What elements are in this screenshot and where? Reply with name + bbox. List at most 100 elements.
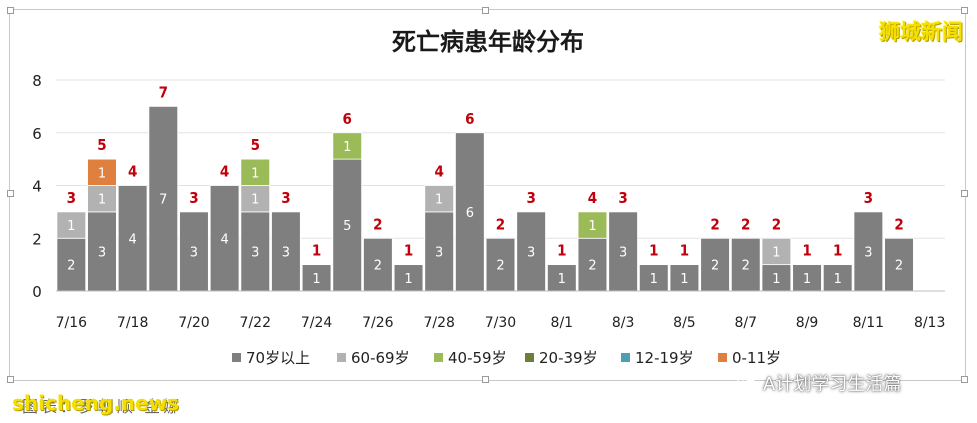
segment-value-label: 4: [128, 232, 136, 247]
labels: 2 1 3 3 1 1 5 4 4 7 7 3 3 4 4 3 1 1 5 3 3 1 1 5 1 6 2 2 1 1 3 1 4 6 6 2 2 3 3 1…: [67, 83, 904, 286]
wechat-icon: [737, 374, 758, 391]
bar-total-label: 1: [649, 242, 658, 260]
bar-total-label: 7: [159, 83, 168, 101]
legend-swatch: [434, 353, 443, 362]
segment-value-label: 2: [711, 259, 719, 274]
bar-segment: [56, 237, 87, 292]
segment-value-label: 1: [67, 219, 75, 234]
x-tick-label: 8/9: [796, 315, 819, 331]
x-tick-label: 7/28: [423, 315, 454, 331]
segment-value-label: 5: [343, 219, 351, 234]
bar-segment: [638, 264, 669, 292]
x-tick-label: 7/20: [178, 315, 209, 331]
bar-segment: [363, 237, 393, 292]
legend-swatch: [621, 353, 630, 362]
bar-total-label: 3: [526, 189, 535, 207]
bar-total-label: 1: [833, 242, 842, 260]
bar-segment: [87, 158, 117, 186]
bar-segment: [577, 211, 608, 239]
bar-segment: [792, 264, 822, 292]
bar-total-label: 6: [343, 110, 352, 128]
chart-caption: 图表：罗朝顺·金娜: [22, 397, 183, 416]
resize-handle-left[interactable]: [7, 190, 14, 197]
legend: 70岁以上 60-69岁 40-59岁 20-39岁 12-19岁 0-11岁: [232, 349, 781, 367]
x-tick-label: 7/24: [301, 315, 333, 331]
segment-value-label: 1: [558, 272, 566, 287]
segment-value-label: 1: [251, 193, 259, 208]
segment-value-label: 1: [650, 272, 658, 287]
segment-value-label: 1: [772, 272, 780, 287]
bar-segment: [87, 185, 117, 213]
bar-total-label: 3: [281, 189, 290, 207]
bar-total-label: 4: [588, 189, 597, 207]
x-tick-label: 7/18: [117, 315, 148, 331]
segment-value-label: 1: [803, 272, 811, 287]
segment-value-label: 1: [404, 272, 412, 287]
legend-swatch: [525, 353, 534, 362]
wechat-account-label: A计划学习生活篇: [763, 374, 902, 395]
legend-swatch: [337, 353, 346, 362]
segment-value-label: 3: [251, 245, 259, 260]
bar-segment: [547, 264, 577, 292]
resize-handle-bottom-right[interactable]: [961, 376, 968, 383]
segment-value-label: 2: [742, 259, 750, 274]
bar-total-label: 2: [772, 215, 781, 233]
bar-total-label: 2: [373, 215, 382, 233]
bar-total-label: 3: [618, 189, 627, 207]
bar-segment: [424, 185, 454, 213]
bar-total-label: 1: [312, 242, 321, 260]
bar-segment: [148, 105, 179, 292]
x-tick-label: 8/11: [853, 315, 884, 331]
bar-total-label: 5: [251, 136, 260, 154]
resize-handle-right[interactable]: [961, 190, 968, 197]
segment-value-label: 6: [466, 206, 474, 221]
bar-total-label: 2: [496, 215, 505, 233]
bar-total-label: 2: [710, 215, 719, 233]
segment-value-label: 2: [67, 259, 75, 274]
legend-label: 0-11岁: [732, 349, 781, 367]
segment-value-label: 3: [619, 245, 627, 260]
segment-value-label: 2: [895, 259, 903, 274]
bar-segment: [761, 237, 792, 266]
legend-label: 20-39岁: [539, 349, 598, 367]
bar-segment: [332, 158, 363, 292]
segment-value-label: 3: [282, 245, 290, 260]
resize-handle-top-left[interactable]: [7, 7, 14, 14]
wechat-account-badge: A计划学习生活篇: [737, 370, 901, 396]
brand-watermark-en: shicheng.news: [12, 391, 179, 415]
bar-segment: [485, 237, 516, 292]
resize-handle-bottom[interactable]: [482, 376, 489, 383]
legend-swatch: [718, 353, 727, 362]
segment-value-label: 1: [435, 193, 443, 208]
bar-segment: [209, 185, 240, 292]
segment-value-label: 1: [588, 219, 596, 234]
y-tick-label: 4: [32, 178, 42, 196]
bar-total-label: 3: [189, 189, 198, 207]
segment-value-label: 1: [343, 140, 351, 155]
bar-total-label: 4: [220, 163, 229, 181]
legend-swatch: [232, 353, 241, 362]
bars: [56, 105, 914, 292]
bar-total-label: 4: [434, 163, 443, 181]
segment-value-label: 1: [98, 166, 106, 181]
segment-value-label: 3: [864, 245, 872, 260]
segment-value-label: 7: [159, 193, 167, 208]
resize-handle-top-right[interactable]: [961, 7, 968, 14]
bar-total-label: 1: [680, 242, 689, 260]
legend-label: 60-69岁: [351, 349, 410, 367]
chart-title: 死亡病患年龄分布: [392, 28, 584, 56]
resize-handle-bottom-left[interactable]: [7, 376, 14, 383]
x-tick-label: 7/22: [240, 315, 271, 331]
segment-value-label: 3: [190, 245, 198, 260]
bar-segment: [240, 158, 271, 186]
bar-segment: [884, 237, 914, 292]
x-tick-label: 8/13: [914, 315, 945, 331]
x-tick-label: 8/5: [673, 315, 696, 331]
segment-value-label: 3: [435, 245, 443, 260]
bar-total-label: 5: [97, 136, 106, 154]
bar-segment: [393, 264, 424, 292]
x-tick-label: 7/16: [56, 315, 88, 331]
resize-handle-top[interactable]: [482, 7, 489, 14]
y-tick-label: 6: [32, 125, 42, 143]
